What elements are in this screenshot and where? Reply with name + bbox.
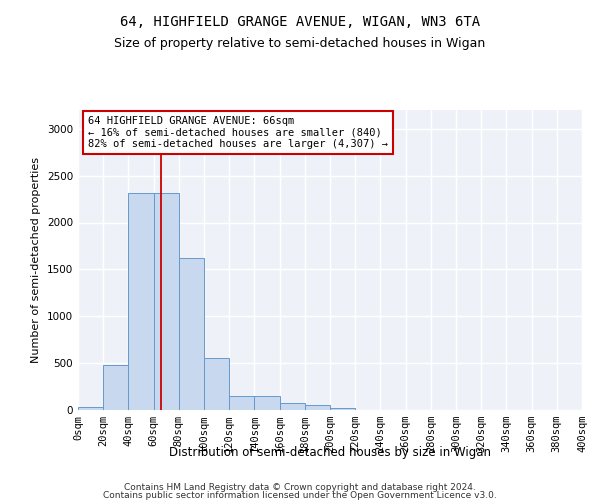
Bar [280,402,305,410]
Text: Size of property relative to semi-detached houses in Wigan: Size of property relative to semi-detach… [115,38,485,51]
Bar [305,406,330,410]
Text: Distribution of semi-detached houses by size in Wigan: Distribution of semi-detached houses by … [169,446,491,459]
Bar [204,358,229,410]
Y-axis label: Number of semi-detached properties: Number of semi-detached properties [31,157,41,363]
Bar [103,365,128,410]
Bar [179,258,204,410]
Bar [78,407,103,410]
Text: 64 HIGHFIELD GRANGE AVENUE: 66sqm
← 16% of semi-detached houses are smaller (840: 64 HIGHFIELD GRANGE AVENUE: 66sqm ← 16% … [88,116,388,149]
Text: Contains HM Land Registry data © Crown copyright and database right 2024.: Contains HM Land Registry data © Crown c… [124,483,476,492]
Text: 64, HIGHFIELD GRANGE AVENUE, WIGAN, WN3 6TA: 64, HIGHFIELD GRANGE AVENUE, WIGAN, WN3 … [120,15,480,29]
Bar [229,396,254,410]
Bar [154,192,179,410]
Bar [128,192,154,410]
Bar [330,408,355,410]
Bar [254,396,280,410]
Text: Contains public sector information licensed under the Open Government Licence v3: Contains public sector information licen… [103,492,497,500]
